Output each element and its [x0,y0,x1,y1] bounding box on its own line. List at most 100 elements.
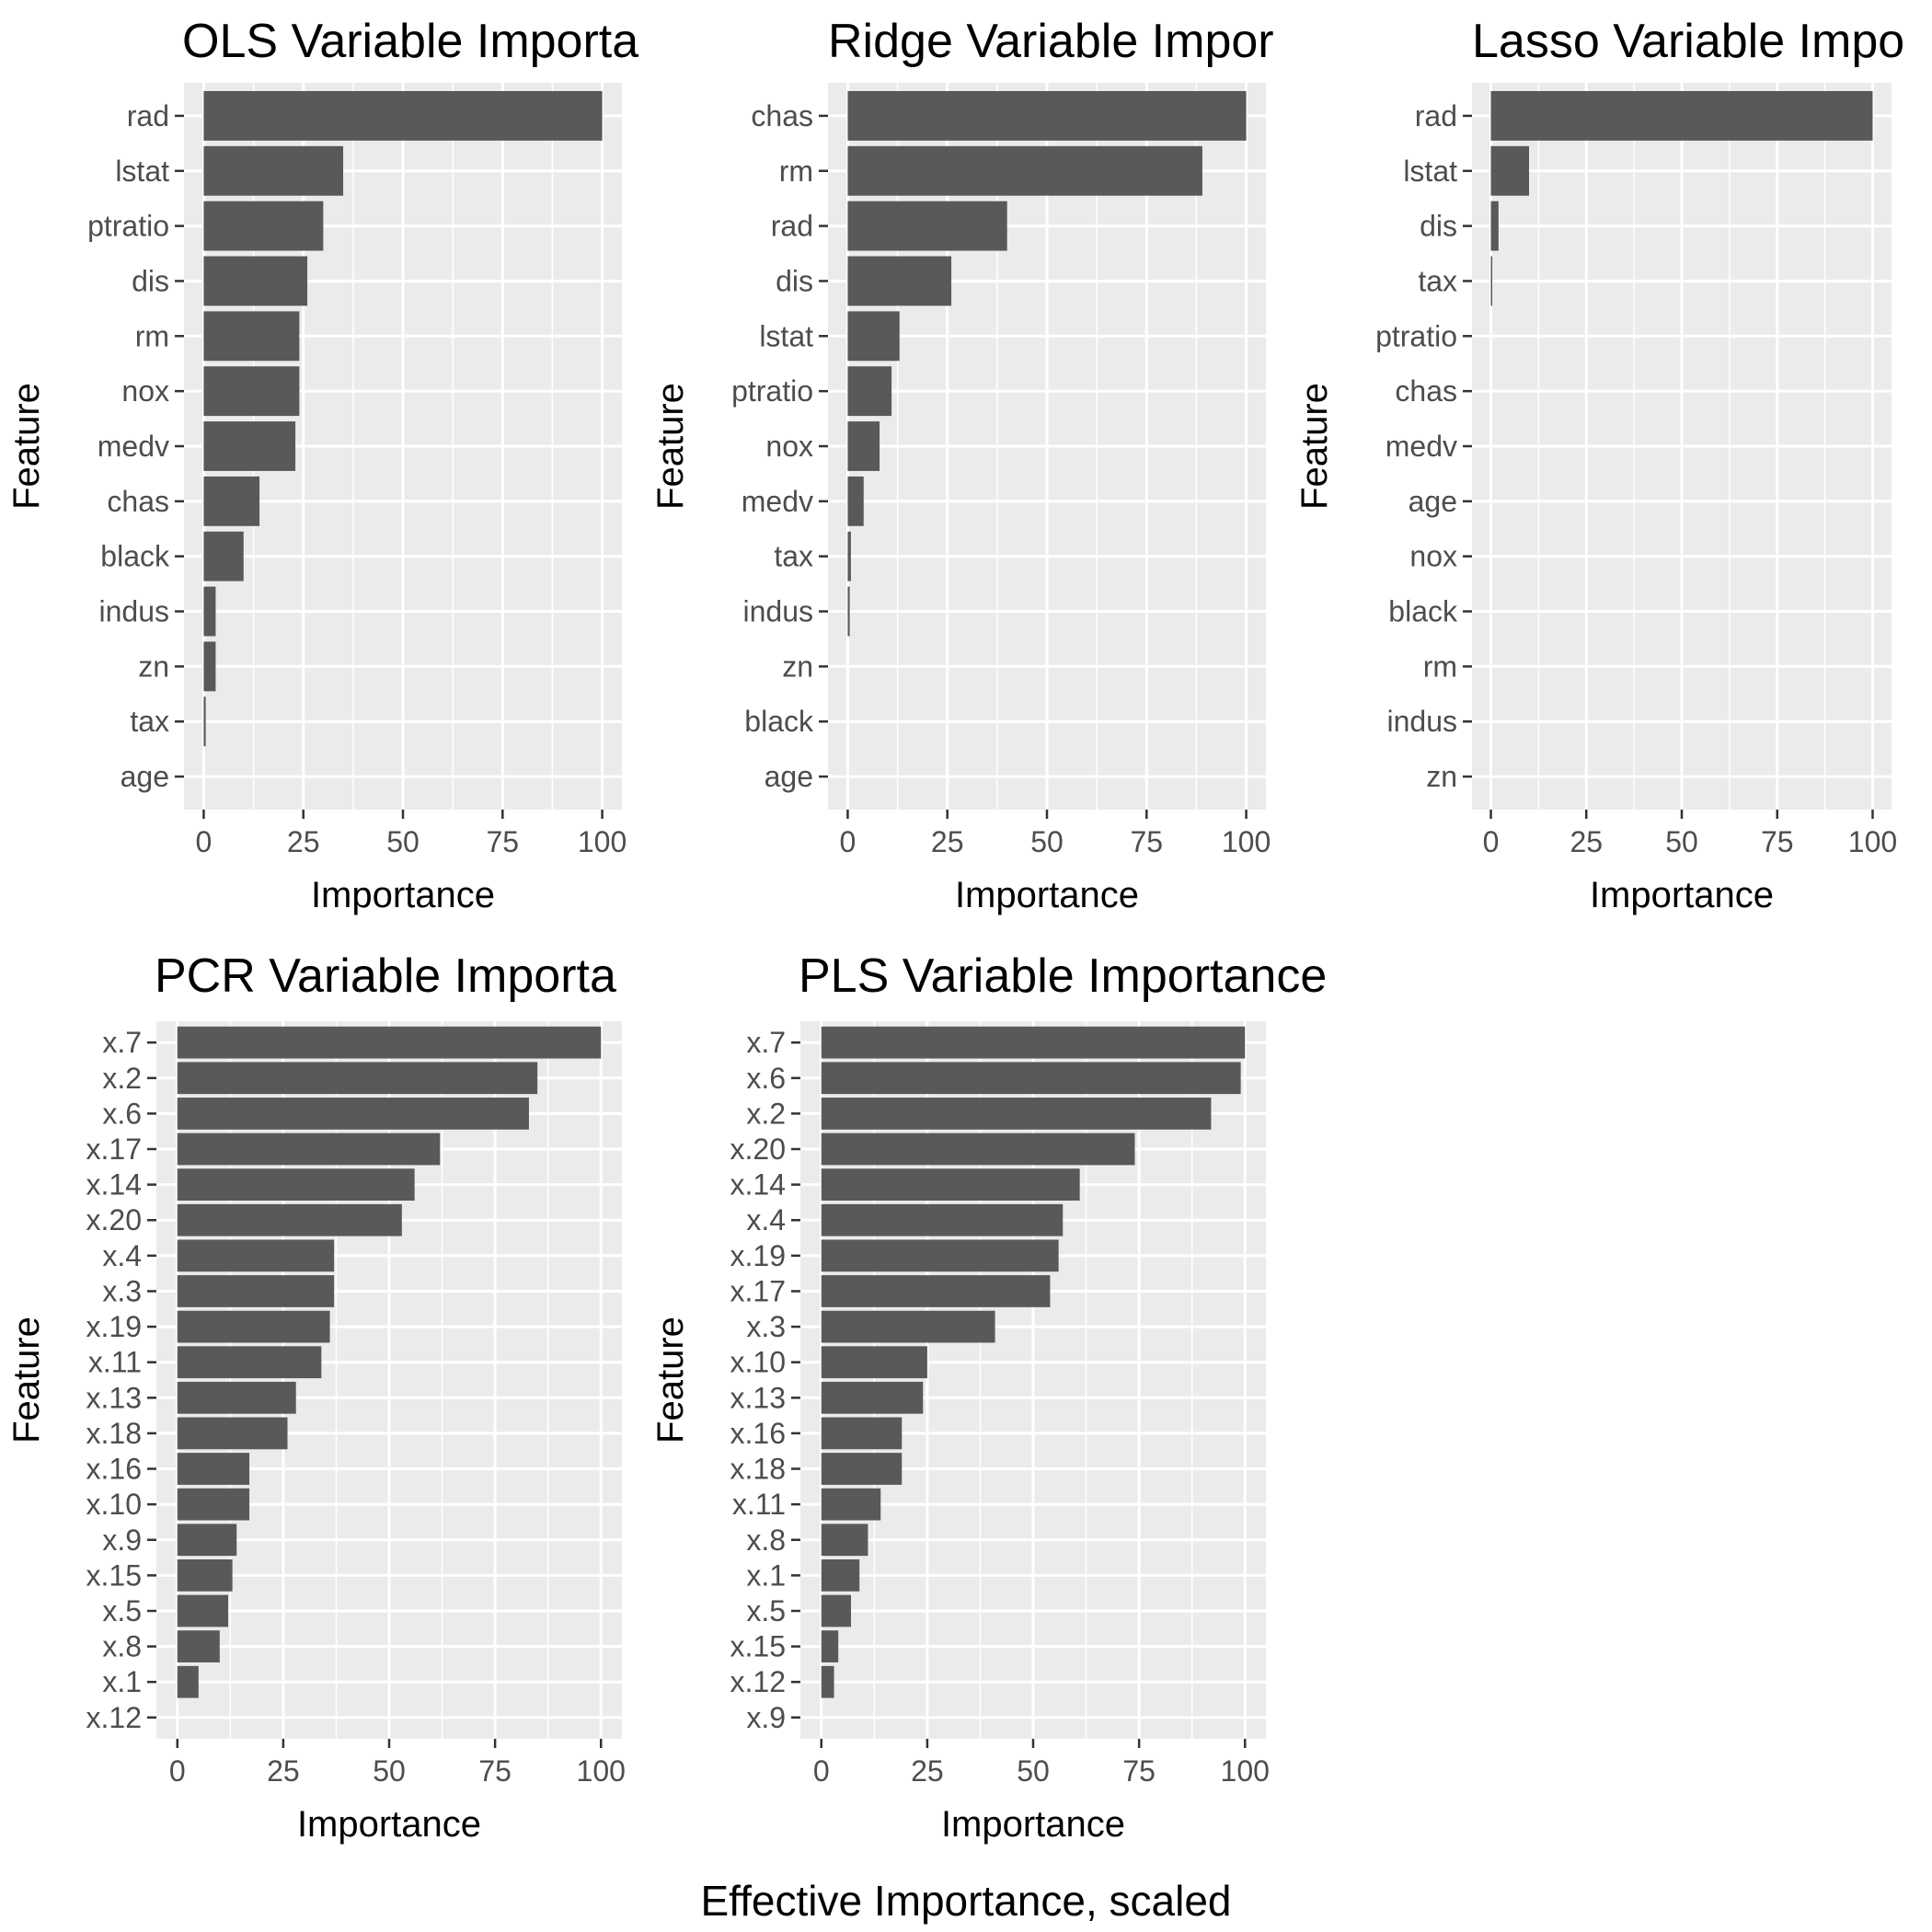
y-tick-label: x.11 [732,1488,786,1521]
bar-x.10 [821,1346,927,1379]
y-tick-label: x.18 [730,1453,786,1486]
bar-nox [847,421,880,471]
bar-x.14 [177,1168,415,1201]
x-tick-label: 100 [578,825,627,858]
ridge-importance-chart: Ridge Variable Impor chas rm rad dis lstat pt… [650,15,1274,915]
y-tick-label: dis [776,264,813,297]
y-axis-title: Feature [650,1317,691,1443]
y-tick-label: medv [98,430,169,463]
y-tick-label: age [121,760,169,793]
y-tick-label: x.4 [102,1239,142,1272]
bar-x.15 [177,1559,233,1592]
y-tick-label: zn [138,650,169,683]
bar-x.3 [821,1310,995,1343]
y-tick-label: x.14 [86,1168,142,1202]
bar-dis [1490,201,1499,251]
y-axis-title: Feature [650,383,691,510]
y-tick-label: black [744,705,814,738]
y-tick-label: x.10 [730,1346,786,1379]
y-tick-label: tax [130,705,169,738]
bar-x.5 [821,1594,852,1627]
bar-x.17 [821,1275,1051,1307]
bar-x.6 [177,1098,529,1130]
y-tick-label: x.20 [86,1203,142,1236]
x-tick-label: 0 [813,1754,830,1788]
y-tick-label: x.17 [730,1274,786,1307]
bar-x.15 [821,1630,839,1662]
x-tick-label: 100 [577,1754,626,1788]
bar-nox [203,366,300,417]
chart-title: Ridge Variable Impor [828,15,1274,68]
y-tick-label: chas [107,485,169,518]
bar-x.4 [821,1203,1064,1236]
y-axis-title: Feature [1294,383,1335,510]
x-axis-title: Importance [941,1804,1125,1845]
y-tick-label: chas [1395,374,1457,408]
y-axis-title: Feature [6,383,47,510]
y-tick-label: ptratio [731,374,813,408]
bar-medv [203,421,296,471]
chart-title: Lasso Variable Impo [1472,15,1904,68]
y-tick-label: x.5 [102,1594,142,1627]
bar-black [203,531,244,581]
bar-x.17 [177,1133,441,1166]
y-tick-label: indus [1387,705,1458,738]
y-tick-label: x.8 [102,1630,142,1663]
y-tick-label: x.12 [730,1665,786,1698]
y-tick-label: lstat [1403,155,1457,188]
bar-ptratio [847,366,892,417]
y-tick-label: x.1 [746,1558,786,1592]
x-axis-title: Importance [311,875,495,915]
x-tick-label: 25 [267,1754,300,1788]
x-tick-label: 0 [840,825,857,858]
y-tick-label: x.16 [730,1417,786,1450]
bar-x.11 [821,1488,881,1521]
x-tick-label: 75 [478,1754,512,1788]
y-tick-label: rad [1415,99,1457,132]
y-tick-label: x.5 [746,1594,786,1627]
x-tick-label: 50 [1030,825,1064,858]
y-tick-label: lstat [115,155,169,188]
bar-dis [847,256,952,306]
y-tick-label: x.16 [86,1453,142,1486]
chart-title: PLS Variable Importance [799,949,1327,1003]
bar-chas [203,476,260,526]
y-tick-label: x.14 [730,1168,786,1202]
y-tick-label: rm [135,319,169,352]
bar-rm [203,311,300,362]
bar-tax [1490,256,1493,306]
bar-lstat [847,311,900,362]
y-tick-label: rm [779,155,813,188]
bar-chas [847,90,1247,141]
bar-x.11 [177,1346,322,1379]
bar-lstat [203,145,344,196]
bar-x.13 [177,1381,296,1414]
y-tick-label: x.19 [730,1239,786,1272]
y-tick-label: x.12 [86,1701,142,1734]
y-tick-label: nox [121,374,169,408]
x-tick-label: 0 [196,825,213,858]
y-tick-label: x.19 [86,1310,142,1343]
bar-x.14 [821,1168,1080,1201]
x-tick-label: 75 [1130,825,1163,858]
bar-x.7 [821,1026,1246,1059]
bar-dis [203,256,308,306]
bar-x.1 [177,1665,199,1698]
bar-x.10 [177,1488,250,1521]
y-tick-label: x.9 [746,1701,786,1734]
bar-x.7 [177,1026,602,1059]
y-tick-label: age [1409,485,1457,518]
chart-title: OLS Variable Importa [182,15,638,68]
y-tick-label: x.3 [746,1310,786,1343]
y-tick-label: x.18 [86,1417,142,1450]
y-tick-label: rad [127,99,169,132]
chart-title: PCR Variable Importa [155,949,616,1003]
x-tick-label: 50 [373,1754,406,1788]
y-axis-title: Feature [6,1317,47,1443]
y-tick-label: rm [1423,650,1457,683]
y-tick-label: indus [743,595,814,628]
y-tick-label: zn [782,650,813,683]
y-tick-label: medv [742,485,813,518]
y-tick-label: x.8 [746,1524,786,1557]
